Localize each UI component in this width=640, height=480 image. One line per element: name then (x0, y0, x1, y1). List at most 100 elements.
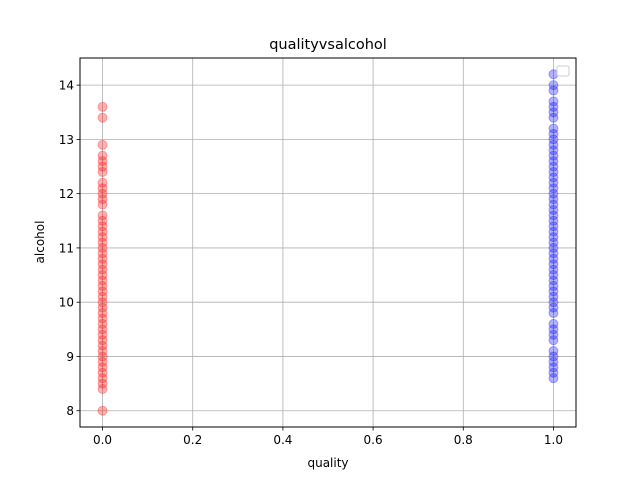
y-tick-label: 8 (66, 404, 74, 418)
scatter-point-series-0 (97, 356, 108, 367)
y-tick-label: 10 (59, 296, 74, 310)
scatter-point-series-0 (97, 248, 108, 259)
scatter-point-series-1 (548, 210, 559, 221)
scatter-point-series-0 (97, 297, 108, 308)
scatter-point-series-0 (97, 405, 108, 416)
scatter-point-series-1 (548, 123, 559, 134)
scatter-point-series-1 (548, 362, 559, 373)
scatter-point-series-1 (548, 177, 559, 188)
points-layer (97, 69, 559, 416)
scatter-point-series-1 (548, 248, 559, 259)
scatter-point-series-1 (548, 308, 559, 319)
scatter-point-series-1 (548, 166, 559, 177)
scatter-point-series-1 (548, 172, 559, 183)
y-tick-label: 12 (59, 187, 74, 201)
scatter-point-series-0 (97, 313, 108, 324)
scatter-point-series-1 (548, 215, 559, 226)
scatter-point-series-0 (97, 242, 108, 253)
scatter-point-series-0 (97, 308, 108, 319)
scatter-point-series-0 (97, 264, 108, 275)
x-axis-label: quality (307, 456, 348, 470)
scatter-point-series-0 (97, 166, 108, 177)
scatter-point-series-1 (548, 161, 559, 172)
scatter-point-series-0 (97, 362, 108, 373)
scatter-point-series-0 (97, 270, 108, 281)
scatter-point-series-1 (548, 373, 559, 384)
scatter-point-series-1 (548, 329, 559, 340)
y-tick-label: 13 (59, 133, 74, 147)
scatter-point-series-0 (97, 286, 108, 297)
scatter-point-series-0 (97, 226, 108, 237)
scatter-point-series-1 (548, 101, 559, 112)
x-tick-label: 0.4 (273, 433, 292, 447)
scatter-point-series-0 (97, 335, 108, 346)
scatter-point-series-1 (548, 145, 559, 156)
chart-title: qualityvsalcohol (269, 37, 387, 53)
scatter-point-series-1 (548, 346, 559, 357)
scatter-point-series-1 (548, 302, 559, 313)
ticks-layer: 0.0 0.2 0.4 0.6 0.8 1.0 8 9 10 11 12 13 14 (59, 79, 563, 447)
scatter-point-series-0 (97, 340, 108, 351)
scatter-point-series-1 (548, 275, 559, 286)
scatter-point-series-1 (548, 183, 559, 194)
scatter-point-series-1 (548, 280, 559, 291)
y-axis-label: alcohol (33, 221, 47, 264)
scatter-point-series-0 (97, 199, 108, 210)
scatter-point-series-1 (548, 264, 559, 275)
scatter-point-series-1 (548, 112, 559, 123)
scatter-point-series-1 (548, 318, 559, 329)
scatter-point-series-0 (97, 384, 108, 395)
scatter-point-series-0 (97, 101, 108, 112)
x-tick-label: 0.2 (183, 433, 202, 447)
scatter-point-series-1 (548, 335, 559, 346)
scatter-point-series-1 (548, 96, 559, 107)
scatter-point-series-1 (548, 107, 559, 118)
x-tick-label: 0.8 (454, 433, 473, 447)
scatter-point-series-1 (548, 253, 559, 264)
scatter-point-series-1 (548, 156, 559, 167)
scatter-point-series-0 (97, 280, 108, 291)
scatter-point-series-0 (97, 232, 108, 243)
scatter-point-series-0 (97, 112, 108, 123)
scatter-point-series-0 (97, 188, 108, 199)
legend-box (556, 65, 570, 77)
scatter-point-series-1 (548, 324, 559, 335)
scatter-point-series-0 (97, 215, 108, 226)
scatter-point-series-1 (548, 226, 559, 237)
scatter-point-series-1 (548, 80, 559, 91)
scatter-point-series-1 (548, 134, 559, 145)
scatter-point-series-1 (548, 128, 559, 139)
scatter-point-series-0 (97, 156, 108, 167)
x-tick-label: 1.0 (544, 433, 563, 447)
scatter-point-series-1 (548, 367, 559, 378)
scatter-point-series-1 (548, 188, 559, 199)
scatter-point-series-0 (97, 177, 108, 188)
scatter-point-series-1 (548, 139, 559, 150)
x-tick-label: 0.6 (364, 433, 383, 447)
scatter-point-series-0 (97, 318, 108, 329)
scatter-point-series-1 (548, 221, 559, 232)
scatter-point-series-0 (97, 346, 108, 357)
scatter-point-series-0 (97, 259, 108, 270)
y-tick-label: 9 (66, 350, 74, 364)
scatter-point-series-1 (548, 270, 559, 281)
scatter-point-series-1 (548, 199, 559, 210)
scatter-point-series-1 (548, 286, 559, 297)
scatter-point-series-1 (548, 85, 559, 96)
scatter-point-series-0 (97, 378, 108, 389)
scatter-point-series-1 (548, 291, 559, 302)
scatter-point-series-0 (97, 367, 108, 378)
scatter-point-series-1 (548, 259, 559, 270)
scatter-point-series-1 (548, 204, 559, 215)
plot-frame (79, 57, 577, 428)
scatter-point-series-0 (97, 253, 108, 264)
scatter-point-series-0 (97, 183, 108, 194)
scatter-point-series-1 (548, 150, 559, 161)
scatter-point-series-0 (97, 373, 108, 384)
scatter-point-series-0 (97, 291, 108, 302)
scatter-point-series-1 (548, 237, 559, 248)
scatter-point-series-1 (548, 297, 559, 308)
scatter-point-series-1 (548, 356, 559, 367)
grid-layer (80, 58, 576, 427)
